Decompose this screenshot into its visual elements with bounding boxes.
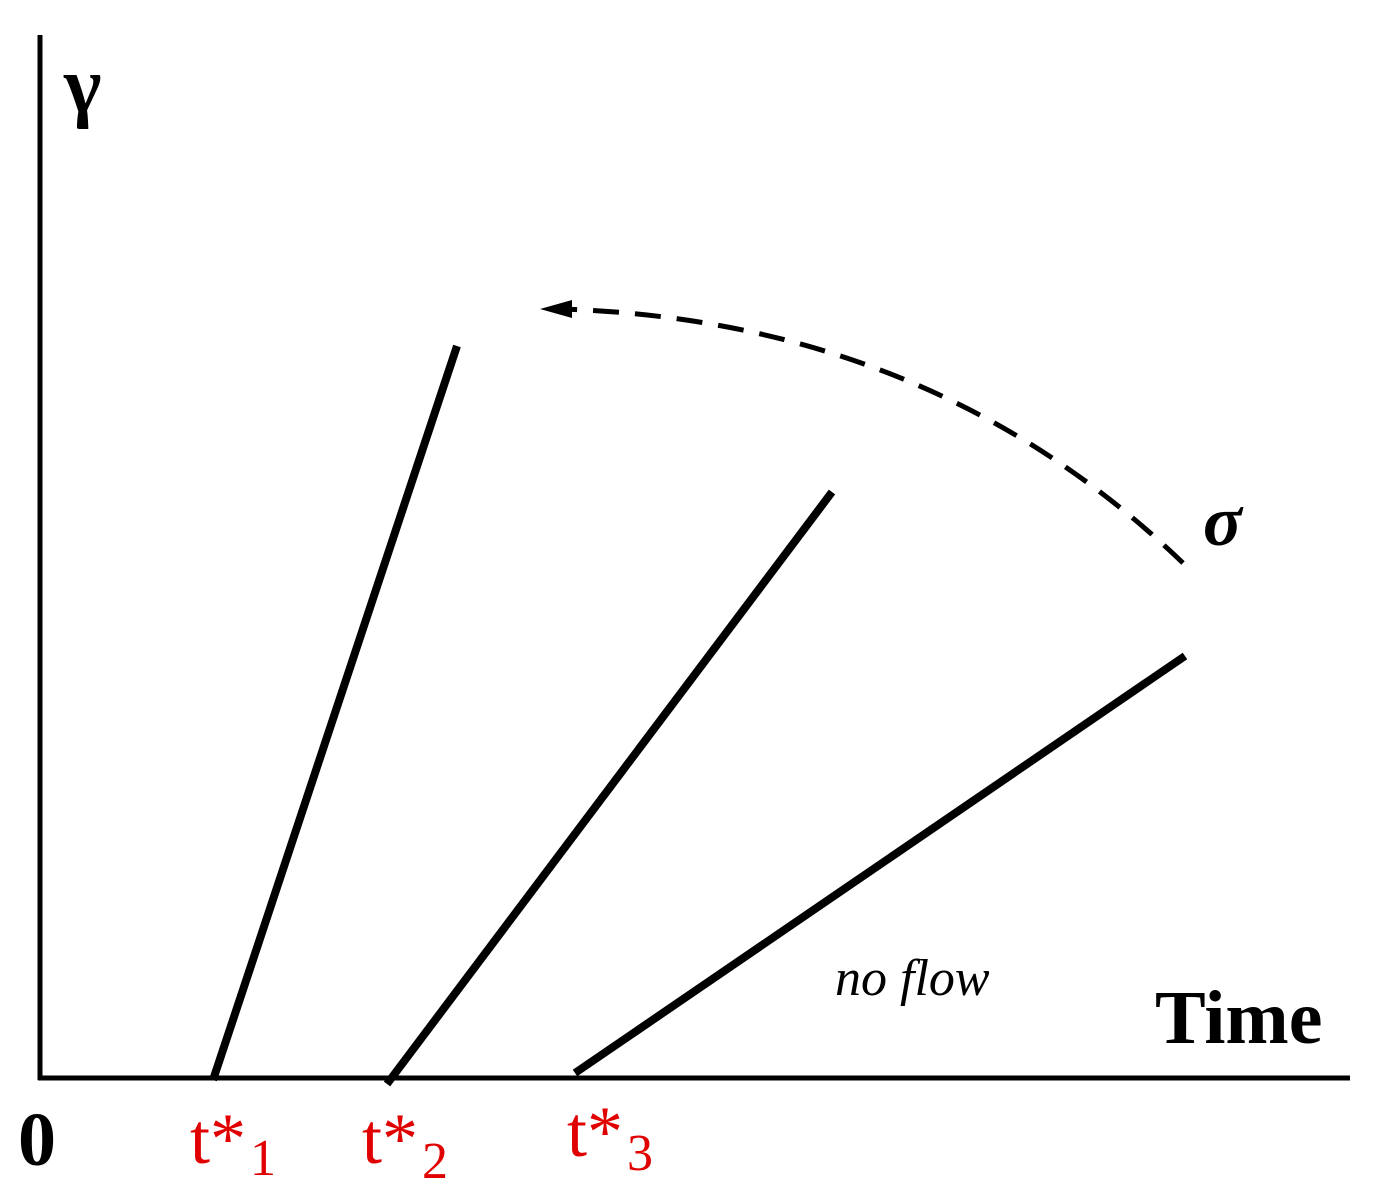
origin-label: 0: [18, 1098, 56, 1182]
region-label: no flow: [835, 950, 990, 1007]
onset-subscript: 2: [422, 1133, 448, 1190]
onset-label: t*: [362, 1099, 418, 1179]
onset-label: t*: [567, 1092, 623, 1172]
arrow-head: [540, 300, 572, 318]
y-axis-label: γ: [63, 42, 101, 130]
stress-arrow: [559, 306, 1185, 565]
x-axis-label: Time: [1155, 976, 1322, 1060]
onset-label: t*: [190, 1099, 246, 1179]
onset-labels: t* 1 t* 2 t* 3: [190, 1092, 653, 1190]
strain-line-3: [572, 652, 1188, 1077]
stress-label: σ: [1203, 481, 1244, 561]
strain-line-1: [209, 344, 461, 1082]
onset-subscript: 3: [627, 1125, 653, 1182]
onset-subscript: 1: [250, 1130, 276, 1187]
strain-line-2: [383, 489, 836, 1087]
